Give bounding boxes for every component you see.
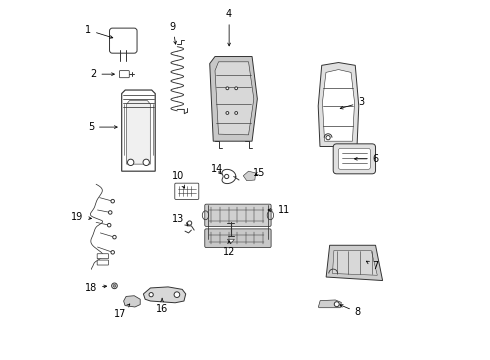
Circle shape: [226, 87, 229, 90]
Polygon shape: [126, 100, 150, 164]
Text: 7: 7: [367, 261, 379, 271]
Polygon shape: [122, 90, 155, 171]
Polygon shape: [318, 63, 359, 147]
Text: 12: 12: [223, 241, 235, 257]
Text: 17: 17: [114, 304, 130, 319]
Text: 14: 14: [211, 165, 223, 174]
Circle shape: [108, 211, 112, 214]
Circle shape: [107, 224, 111, 227]
Polygon shape: [322, 69, 355, 141]
Polygon shape: [123, 296, 140, 307]
Text: 15: 15: [253, 168, 265, 178]
Text: 19: 19: [72, 212, 92, 222]
FancyBboxPatch shape: [97, 260, 108, 265]
Text: 9: 9: [170, 22, 176, 44]
FancyBboxPatch shape: [205, 204, 271, 226]
FancyBboxPatch shape: [110, 28, 137, 53]
Circle shape: [127, 159, 134, 166]
Circle shape: [235, 112, 238, 114]
FancyBboxPatch shape: [97, 254, 108, 259]
Text: 2: 2: [90, 69, 114, 79]
Text: 10: 10: [172, 171, 185, 188]
Text: 11: 11: [268, 205, 290, 215]
Circle shape: [174, 292, 180, 297]
Circle shape: [235, 87, 238, 90]
Text: 6: 6: [354, 154, 379, 164]
Polygon shape: [227, 239, 234, 243]
Text: 8: 8: [340, 305, 361, 317]
Text: 5: 5: [88, 122, 117, 132]
Circle shape: [113, 235, 116, 239]
Circle shape: [188, 221, 192, 225]
Text: 1: 1: [85, 25, 113, 38]
Text: 13: 13: [172, 214, 188, 225]
Circle shape: [111, 199, 115, 203]
Text: 18: 18: [85, 283, 107, 293]
Circle shape: [226, 112, 229, 114]
Text: 16: 16: [156, 298, 168, 314]
Circle shape: [143, 159, 149, 166]
Text: 3: 3: [340, 98, 365, 109]
FancyBboxPatch shape: [333, 144, 375, 174]
Circle shape: [224, 174, 229, 179]
Circle shape: [113, 284, 116, 287]
Circle shape: [334, 302, 339, 307]
Text: 4: 4: [226, 9, 232, 46]
Polygon shape: [144, 287, 186, 303]
Polygon shape: [215, 62, 254, 135]
Polygon shape: [318, 300, 342, 308]
Circle shape: [149, 293, 153, 297]
FancyBboxPatch shape: [175, 183, 199, 199]
Circle shape: [111, 251, 115, 254]
FancyBboxPatch shape: [120, 71, 129, 78]
Polygon shape: [210, 57, 257, 141]
Circle shape: [112, 283, 117, 289]
FancyBboxPatch shape: [339, 148, 370, 169]
Polygon shape: [326, 245, 383, 280]
FancyBboxPatch shape: [205, 229, 271, 248]
Polygon shape: [333, 251, 377, 275]
Polygon shape: [243, 171, 256, 181]
